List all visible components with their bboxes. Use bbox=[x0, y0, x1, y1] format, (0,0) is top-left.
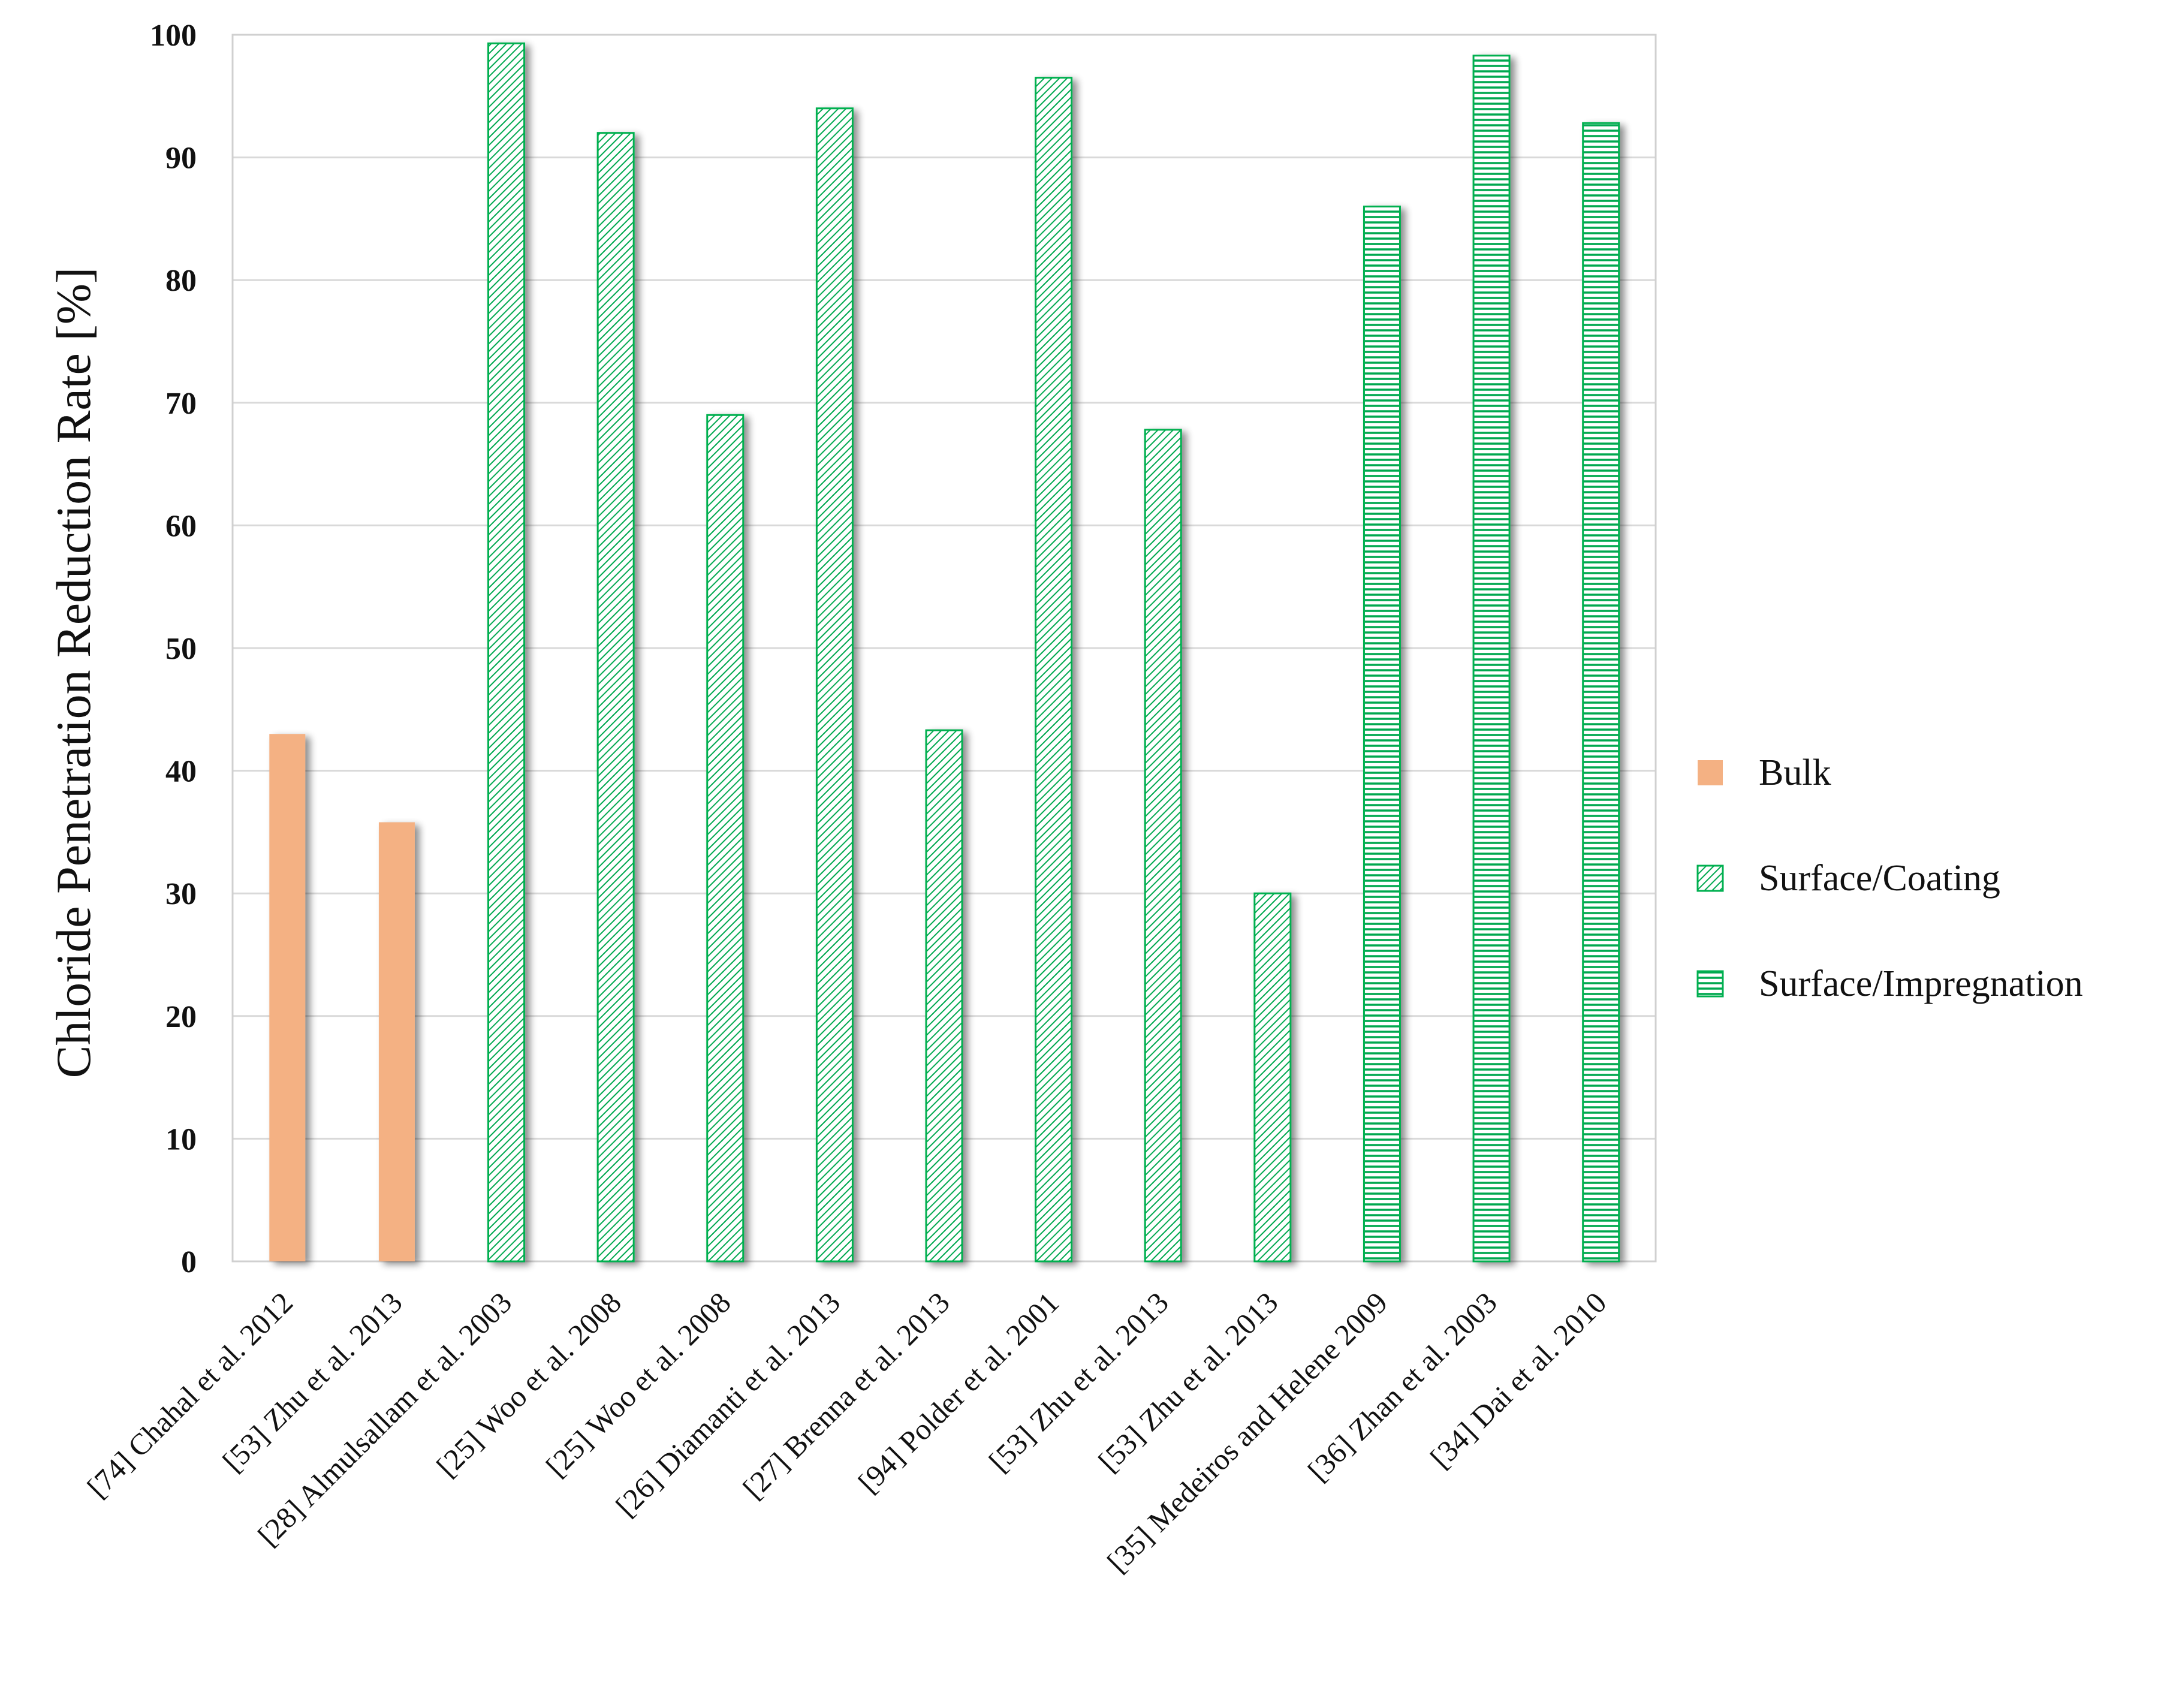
y-tick-label-20: 20 bbox=[165, 1000, 197, 1034]
y-tick-label-70: 70 bbox=[165, 387, 197, 421]
x-category-label-8: [94] Polder et al. 2001 bbox=[852, 1285, 1066, 1499]
bar-12-surface-impregnation bbox=[1472, 55, 1511, 1263]
bar-7-surface-coating bbox=[925, 729, 963, 1263]
legend-label-surface-coating: Surface/Coating bbox=[1759, 858, 2000, 899]
y-axis-title: Chloride Penetration Reduction Rate [%] bbox=[46, 267, 101, 1079]
x-category-label-7: [27] Brenna et al. 2013 bbox=[736, 1285, 956, 1505]
y-tick-label-50: 50 bbox=[165, 632, 197, 666]
y-tick-label-80: 80 bbox=[165, 264, 197, 298]
y-tick-label-90: 90 bbox=[165, 141, 197, 176]
x-category-label-4: [25] Woo et al. 2008 bbox=[430, 1285, 628, 1483]
x-category-label-9: [53] Zhu et al. 2013 bbox=[982, 1285, 1175, 1478]
bar-8-surface-coating bbox=[1035, 77, 1073, 1263]
bar-4-surface-coating bbox=[596, 132, 635, 1263]
legend-swatch-bulk bbox=[1698, 760, 1723, 785]
y-tick-label-100: 100 bbox=[150, 19, 197, 53]
x-category-label-6: [26] Diamanti et al. 2013 bbox=[609, 1285, 846, 1523]
bar-5-surface-coating bbox=[706, 414, 745, 1263]
legend-swatch-surface-coating bbox=[1696, 864, 1724, 892]
legend-item-bulk: Bulk bbox=[1698, 752, 1831, 793]
legend: Bulk Surface/Coating Surface/Impregnatio… bbox=[1696, 752, 2083, 1004]
legend-item-surface-coating: Surface/Coating bbox=[1696, 858, 2000, 899]
x-axis-category-labels: [74] Chahal et al. 2012[53] Zhu et al. 2… bbox=[80, 1285, 1613, 1579]
bar-10-surface-coating bbox=[1253, 892, 1292, 1263]
bars bbox=[269, 42, 1620, 1263]
x-category-label-5: [25] Woo et al. 2008 bbox=[540, 1285, 737, 1483]
x-category-label-2: [53] Zhu et al. 2013 bbox=[216, 1285, 408, 1478]
x-category-label-12: [36] Zhan et al. 2003 bbox=[1301, 1285, 1503, 1487]
bar-11-surface-impregnation bbox=[1363, 205, 1401, 1263]
y-tick-label-40: 40 bbox=[165, 755, 197, 789]
gridlines bbox=[233, 156, 1656, 1140]
x-category-label-10: [53] Zhu et al. 2013 bbox=[1092, 1285, 1284, 1478]
y-axis-tick-labels: 0 10 20 30 40 50 60 70 80 90 100 bbox=[150, 19, 197, 1279]
bar-3-surface-coating bbox=[487, 42, 526, 1263]
legend-swatch-surface-impregnation bbox=[1696, 970, 1724, 998]
bar-6-surface-coating bbox=[815, 107, 854, 1263]
legend-label-surface-impregnation: Surface/Impregnation bbox=[1759, 963, 2083, 1004]
bar-1-bulk bbox=[269, 734, 306, 1261]
y-tick-label-60: 60 bbox=[165, 509, 197, 543]
y-tick-label-30: 30 bbox=[165, 877, 197, 911]
bar-9-surface-coating bbox=[1144, 429, 1182, 1263]
bar-2-bulk bbox=[378, 822, 415, 1261]
y-tick-label-10: 10 bbox=[165, 1122, 197, 1156]
legend-item-surface-impregnation: Surface/Impregnation bbox=[1696, 963, 2083, 1004]
y-tick-label-0: 0 bbox=[181, 1245, 197, 1279]
x-category-label-1: [74] Chahal et al. 2012 bbox=[80, 1285, 299, 1504]
legend-label-bulk: Bulk bbox=[1759, 752, 1831, 793]
bar-13-surface-impregnation bbox=[1582, 122, 1620, 1263]
